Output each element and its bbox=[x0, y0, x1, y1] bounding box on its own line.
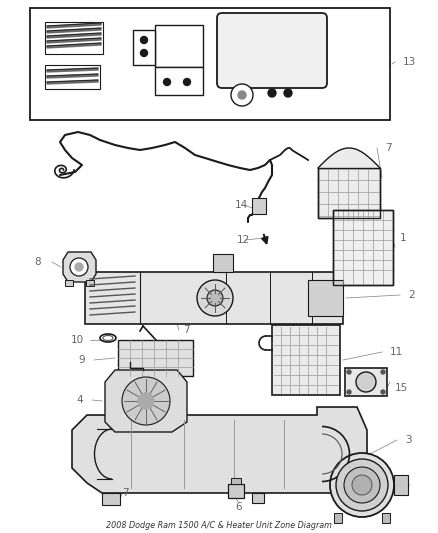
Bar bbox=[65, 280, 73, 286]
Circle shape bbox=[141, 50, 148, 56]
Bar bbox=[102, 493, 120, 505]
Circle shape bbox=[268, 89, 276, 97]
Bar bbox=[252, 493, 264, 503]
Polygon shape bbox=[47, 38, 101, 43]
Bar bbox=[252, 198, 266, 214]
Bar bbox=[308, 280, 343, 316]
Polygon shape bbox=[105, 370, 187, 432]
Bar bbox=[85, 272, 343, 324]
Text: 1: 1 bbox=[400, 233, 406, 243]
Text: 7: 7 bbox=[122, 488, 129, 498]
Circle shape bbox=[122, 377, 170, 425]
Bar bbox=[133, 30, 155, 65]
Bar bbox=[394, 475, 408, 495]
Circle shape bbox=[70, 258, 88, 276]
Text: 4: 4 bbox=[76, 395, 83, 405]
Bar bbox=[334, 513, 342, 523]
FancyBboxPatch shape bbox=[217, 13, 327, 88]
Bar bbox=[382, 513, 390, 523]
Bar bbox=[231, 478, 241, 484]
Bar bbox=[86, 280, 94, 286]
Bar bbox=[333, 210, 393, 285]
Circle shape bbox=[336, 459, 388, 511]
Polygon shape bbox=[72, 407, 367, 493]
Bar bbox=[272, 325, 340, 395]
Text: 6: 6 bbox=[235, 502, 242, 512]
Circle shape bbox=[138, 393, 154, 409]
Polygon shape bbox=[47, 43, 101, 48]
Circle shape bbox=[238, 91, 246, 99]
Circle shape bbox=[347, 390, 351, 394]
Bar bbox=[213, 254, 233, 272]
Text: 5: 5 bbox=[398, 483, 405, 493]
Text: 11: 11 bbox=[390, 347, 403, 357]
Bar bbox=[333, 210, 393, 285]
Polygon shape bbox=[47, 33, 101, 38]
Circle shape bbox=[344, 467, 380, 503]
Circle shape bbox=[381, 390, 385, 394]
Polygon shape bbox=[47, 80, 98, 84]
Circle shape bbox=[381, 370, 385, 374]
Circle shape bbox=[163, 78, 170, 85]
Circle shape bbox=[284, 89, 292, 97]
Bar bbox=[155, 67, 203, 95]
Text: 12: 12 bbox=[237, 235, 250, 245]
Bar bbox=[228, 484, 244, 498]
Polygon shape bbox=[47, 74, 98, 78]
Bar bbox=[318, 168, 380, 218]
Polygon shape bbox=[63, 252, 96, 282]
Bar bbox=[318, 168, 380, 218]
Circle shape bbox=[207, 290, 223, 306]
Text: 8: 8 bbox=[34, 257, 41, 267]
Bar bbox=[45, 65, 100, 89]
Circle shape bbox=[352, 475, 372, 495]
Text: 2: 2 bbox=[408, 290, 415, 300]
Circle shape bbox=[347, 370, 351, 374]
Bar bbox=[345, 368, 387, 396]
Circle shape bbox=[184, 78, 191, 85]
Bar bbox=[30, 8, 390, 120]
Text: 3: 3 bbox=[405, 435, 412, 445]
Circle shape bbox=[141, 36, 148, 44]
Text: 2008 Dodge Ram 1500 A/C & Heater Unit Zone Diagram: 2008 Dodge Ram 1500 A/C & Heater Unit Zo… bbox=[106, 521, 332, 529]
Circle shape bbox=[356, 372, 376, 392]
Bar bbox=[155, 25, 203, 67]
Polygon shape bbox=[47, 23, 101, 28]
Text: 10: 10 bbox=[71, 335, 84, 345]
Text: 7: 7 bbox=[183, 325, 190, 335]
Polygon shape bbox=[47, 68, 98, 72]
Text: 9: 9 bbox=[78, 355, 85, 365]
Bar bbox=[118, 340, 193, 376]
Bar bbox=[45, 22, 103, 54]
Circle shape bbox=[197, 280, 233, 316]
Circle shape bbox=[231, 84, 253, 106]
Text: 15: 15 bbox=[395, 383, 408, 393]
Polygon shape bbox=[318, 148, 380, 168]
Circle shape bbox=[75, 263, 83, 271]
Polygon shape bbox=[47, 28, 101, 33]
Text: 7: 7 bbox=[385, 143, 392, 153]
Text: 14: 14 bbox=[235, 200, 248, 210]
Text: 13: 13 bbox=[403, 57, 416, 67]
Circle shape bbox=[330, 453, 394, 517]
